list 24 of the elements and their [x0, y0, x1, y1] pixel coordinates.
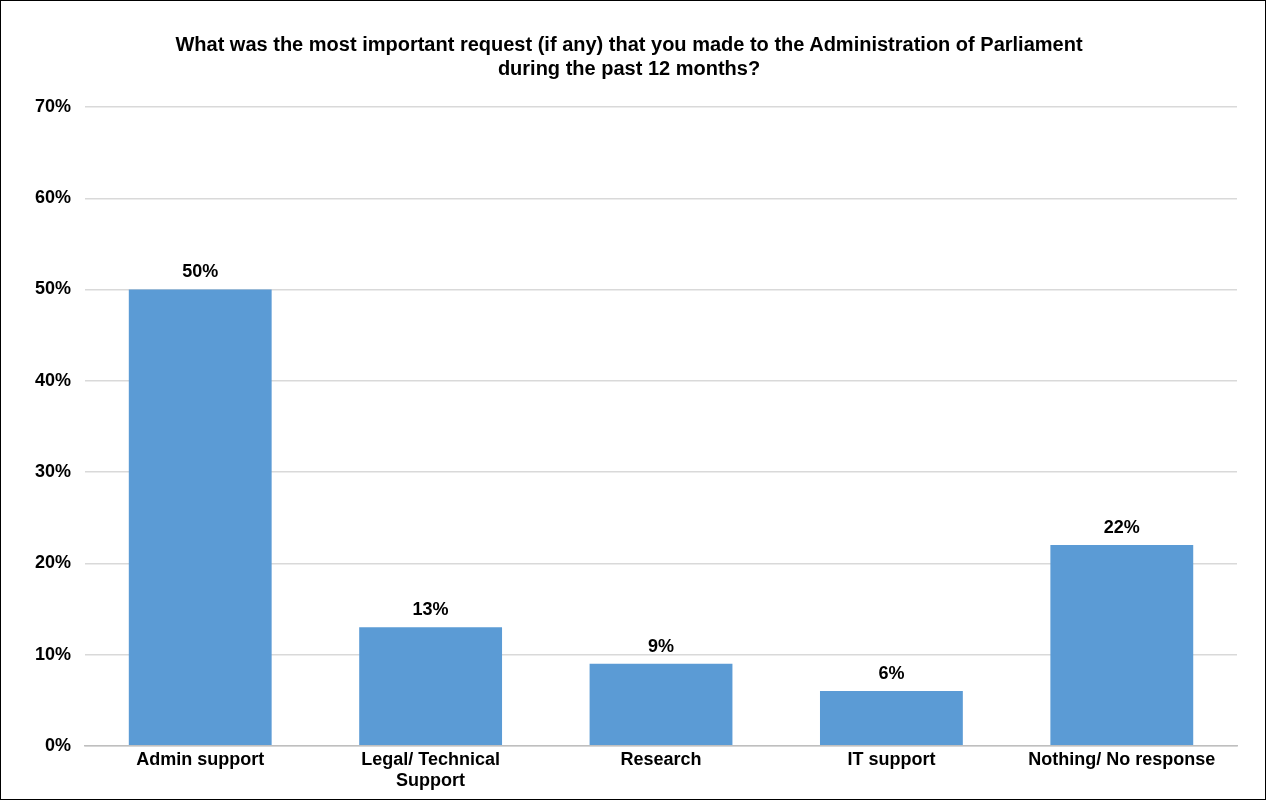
x-tick-label: Legal/ Technical Support — [361, 748, 500, 791]
bar — [589, 663, 733, 746]
chart-title: What was the most important request (if any) that you made to the Administration of Parliament during the past 12 months? — [175, 32, 1083, 79]
y-tick-label: 20% — [35, 552, 72, 573]
data-label: 13% — [412, 599, 449, 620]
y-tick-label: 0% — [45, 734, 72, 755]
x-tick-label: Nothing/ No response — [1028, 748, 1216, 769]
y-tick-label: 50% — [35, 278, 72, 299]
y-tick-label: 40% — [35, 369, 72, 390]
data-label: 50% — [182, 261, 219, 282]
x-tick-label: Admin support — [136, 748, 265, 769]
y-tick-label: 10% — [35, 643, 72, 664]
y-tick-label: 30% — [35, 461, 72, 481]
bar — [1050, 545, 1194, 746]
y-tick-label: 70% — [35, 95, 72, 116]
x-tick-label: IT support — [847, 748, 936, 769]
x-tick-label: Research — [620, 748, 702, 769]
data-label: 22% — [1103, 517, 1140, 537]
bar — [128, 289, 272, 746]
bar — [359, 627, 503, 746]
data-label: 6% — [878, 663, 905, 684]
bar — [819, 691, 963, 746]
y-tick-label: 60% — [35, 187, 72, 208]
data-label: 9% — [648, 635, 675, 656]
